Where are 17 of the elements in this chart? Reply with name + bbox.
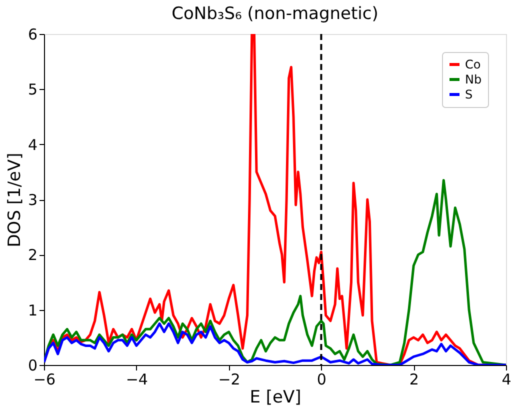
- x-tick-label: −4: [126, 370, 148, 388]
- x-tick-label: 0: [316, 370, 326, 388]
- x-tick-label: 4: [502, 370, 512, 388]
- y-tick-label: 2: [28, 246, 38, 264]
- x-axis-title: E [eV]: [250, 388, 302, 408]
- x-tick-label: −2: [218, 370, 240, 388]
- y-axis-title: DOS [1/eV]: [4, 152, 25, 248]
- legend-label: Co: [465, 58, 481, 72]
- y-tick-label: 1: [28, 301, 38, 320]
- y-tick-label: 3: [28, 191, 38, 209]
- y-tick-label: 5: [28, 80, 38, 99]
- y-tick-label: 4: [28, 136, 38, 154]
- chart-title: CoNb₃S₆ (non-magnetic): [172, 4, 378, 24]
- y-tick-label: 6: [28, 26, 38, 44]
- x-tick-label: 2: [409, 370, 419, 388]
- legend-label: S: [465, 88, 473, 102]
- legend-label: Nb: [465, 72, 482, 86]
